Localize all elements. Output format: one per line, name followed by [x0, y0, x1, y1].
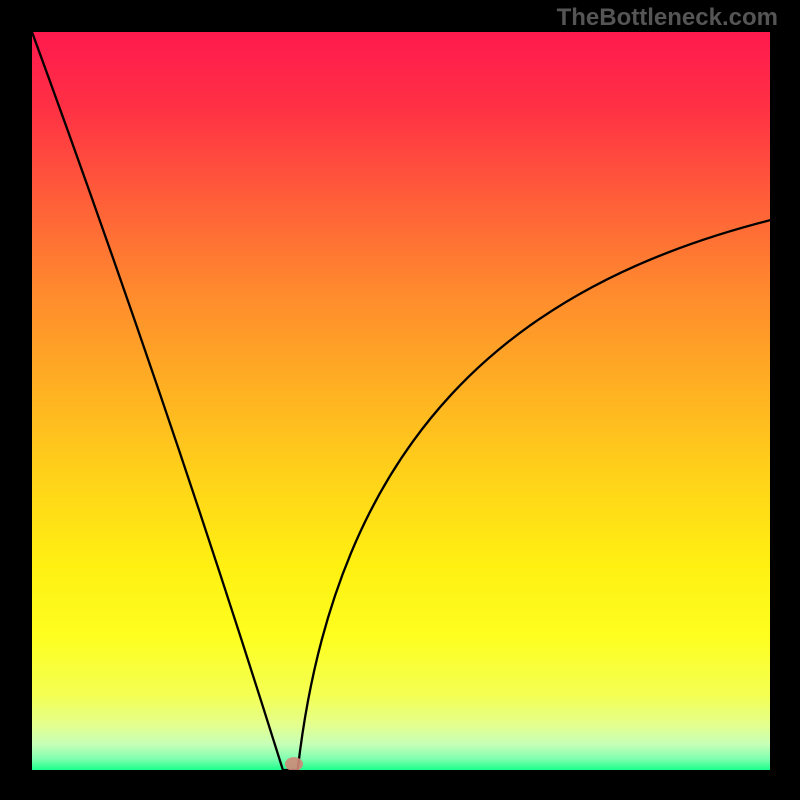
bottleneck-gradient-chart	[32, 32, 770, 770]
watermark-text: TheBottleneck.com	[557, 4, 778, 32]
chart-container	[32, 32, 770, 770]
